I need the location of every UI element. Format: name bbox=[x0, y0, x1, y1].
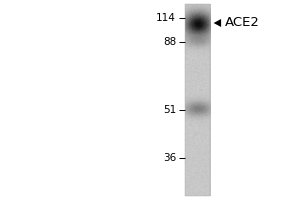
Text: 36: 36 bbox=[163, 153, 176, 163]
Text: ACE2: ACE2 bbox=[225, 17, 260, 29]
Text: 51: 51 bbox=[163, 105, 176, 115]
Text: 88: 88 bbox=[163, 37, 176, 47]
Text: 114: 114 bbox=[156, 13, 176, 23]
Polygon shape bbox=[214, 19, 221, 27]
Bar bbox=[184, 4, 210, 196]
